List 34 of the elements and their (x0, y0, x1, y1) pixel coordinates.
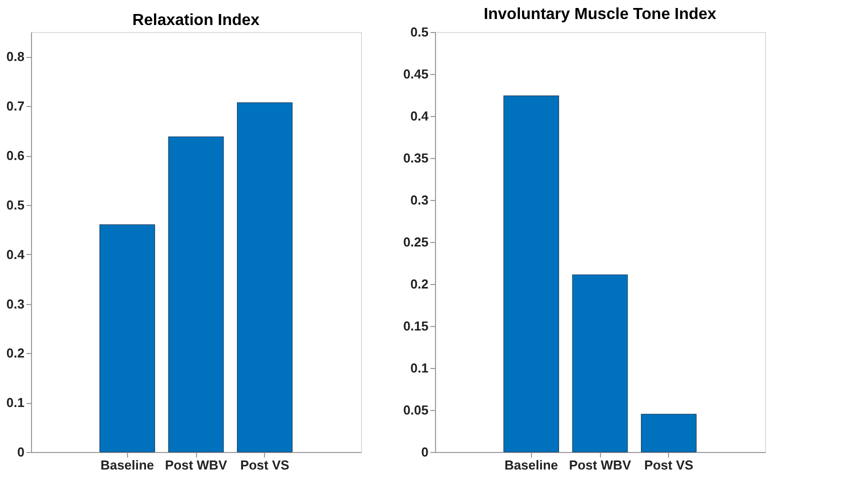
bar (168, 136, 224, 452)
y-tick-label: 0.35 (403, 150, 428, 166)
y-tick-label: 0.4 (6, 246, 26, 262)
y-tick-label: 0.4 (410, 108, 430, 124)
chart-title: Relaxation Index (132, 12, 260, 29)
bar (236, 102, 293, 452)
y-tick-label: 0 (421, 444, 428, 460)
x-tick-label: Baseline (100, 458, 154, 472)
y-tick-label: 0.6 (6, 148, 24, 164)
x-tick-label: Baseline (504, 458, 558, 472)
bar (503, 96, 560, 452)
y-tick-label: 0.15 (403, 318, 428, 334)
y-tick-label: 0.2 (6, 346, 24, 361)
y-tick-label: 0.25 (403, 234, 428, 250)
y-tick-label: 0.05 (403, 402, 428, 418)
x-tick-label: Post WBV (568, 458, 632, 472)
y-tick-label: 0.7 (6, 98, 24, 114)
x-tick-label: Post VS (644, 458, 694, 472)
y-tick-label: 0.2 (410, 276, 428, 292)
y-tick-label: 0.5 (410, 24, 428, 40)
x-tick-label: Post WBV (164, 458, 228, 472)
y-tick-label: 0.45 (403, 66, 428, 82)
y-tick-label: 0.3 (6, 296, 24, 312)
chart-title: Involuntary Muscle Tone Index (484, 6, 716, 23)
bar (640, 414, 697, 452)
y-tick-label: 0.1 (410, 360, 428, 376)
y-tick-label: 0.1 (6, 395, 24, 410)
y-tick-label: 0.3 (410, 192, 428, 208)
y-tick-label: 0.8 (6, 49, 24, 64)
y-tick-label: 0 (17, 444, 24, 460)
x-tick-label: Post VS (240, 458, 290, 472)
bar (572, 274, 628, 452)
bar (99, 224, 156, 452)
y-tick-label: 0.5 (6, 197, 24, 212)
